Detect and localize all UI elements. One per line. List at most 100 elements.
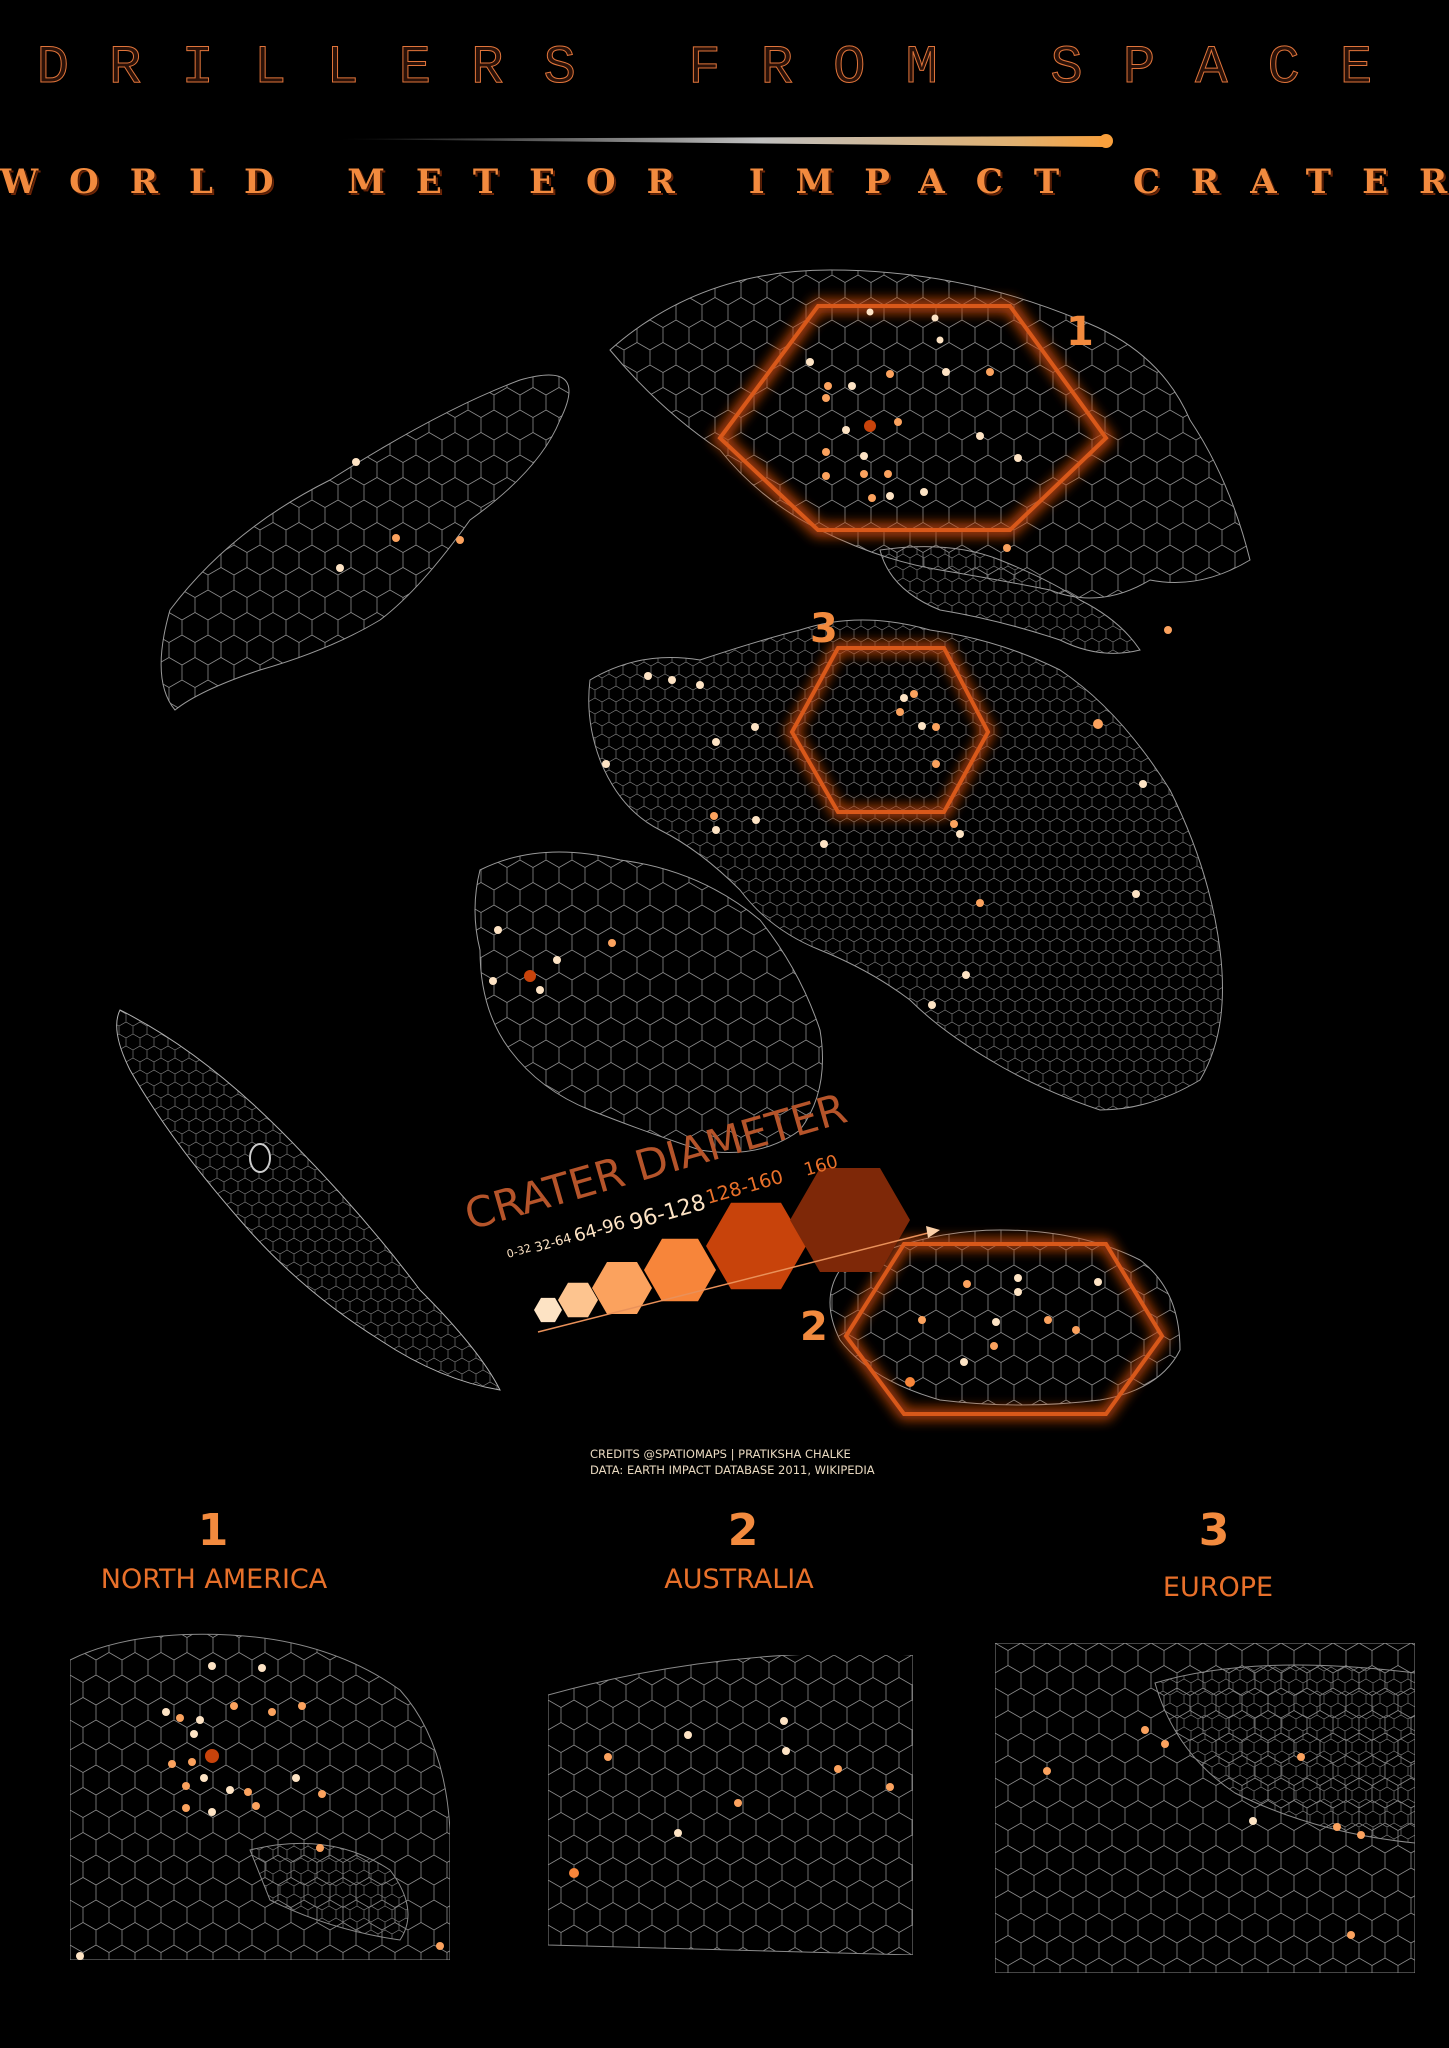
crater-point — [848, 382, 856, 390]
crater-point — [456, 536, 464, 544]
crater-point — [176, 1714, 184, 1722]
inset-map-australia[interactable] — [548, 1655, 913, 1955]
africa-landmass — [474, 851, 823, 1153]
greenland-landmass — [160, 374, 570, 711]
callout-north-america[interactable]: 1 — [710, 299, 1116, 537]
crater-point — [752, 816, 760, 824]
crater-point — [956, 830, 964, 838]
crater-point — [910, 690, 918, 698]
crater-point — [1014, 1288, 1022, 1296]
crater-point — [1003, 544, 1011, 552]
crater-point — [292, 1774, 300, 1782]
crater-point — [1141, 1726, 1149, 1734]
legend-label: 32-64 — [533, 1231, 573, 1256]
legend-label: 96-128 — [627, 1190, 709, 1236]
crater-point — [976, 899, 984, 907]
crater-point — [489, 977, 497, 985]
crater-point — [1072, 1326, 1080, 1334]
legend-label: 128-160 — [703, 1166, 785, 1209]
antarctica-landmass — [116, 1009, 501, 1391]
callout-europe[interactable]: 3 — [785, 606, 995, 818]
crater-point — [200, 1774, 208, 1782]
crater-point — [1093, 719, 1103, 729]
callout-label-1: 1 — [1066, 309, 1094, 355]
crater-point — [860, 452, 868, 460]
crater-point — [976, 432, 984, 440]
crater-point — [298, 1702, 306, 1710]
crater-point — [868, 494, 876, 502]
map-subtitle: WORLD METEOR IMPACT CRATERS — [0, 162, 1449, 202]
crater-point — [928, 1001, 936, 1009]
crater-point — [674, 1829, 682, 1837]
crater-point — [860, 470, 868, 478]
crater-point — [1043, 1767, 1051, 1775]
crater-point — [536, 986, 544, 994]
crater-point — [244, 1788, 252, 1796]
crater-point — [1297, 1753, 1305, 1761]
crater-point — [932, 760, 940, 768]
crater-point — [1249, 1817, 1257, 1825]
inset-map-europe[interactable] — [995, 1643, 1415, 1973]
crater-point — [190, 1730, 198, 1738]
crater-point — [1333, 1823, 1341, 1831]
inset-map-north-america[interactable] — [70, 1630, 450, 1960]
crater-point — [1014, 1274, 1022, 1282]
crater-point — [822, 394, 830, 402]
map-title: DRILLERS FROM SPACE — [36, 38, 1413, 100]
crater-point — [824, 382, 832, 390]
crater-point — [734, 1799, 742, 1807]
crater-point — [602, 760, 610, 768]
data-source-line: DATA: EARTH IMPACT DATABASE 2011, WIKIPE… — [590, 1463, 875, 1477]
region-number-3: 3 — [1198, 1505, 1230, 1556]
crater-point — [712, 738, 720, 746]
crater-point — [962, 971, 970, 979]
crater-point — [842, 426, 850, 434]
crater-point — [569, 1868, 579, 1878]
crater-point — [782, 1747, 790, 1755]
crater-point — [258, 1664, 266, 1672]
legend-swatch — [644, 1238, 716, 1302]
crater-point — [684, 1731, 692, 1739]
crater-point — [886, 370, 894, 378]
region-number-1: 1 — [197, 1505, 229, 1556]
crater-point — [268, 1708, 276, 1716]
crater-point — [604, 1753, 612, 1761]
crater-point — [960, 1358, 968, 1366]
legend-label: 0-32 — [505, 1242, 533, 1261]
central-america-landmass — [879, 546, 1141, 654]
crater-point — [932, 723, 940, 731]
crater-point — [316, 1844, 324, 1852]
crater-point — [182, 1804, 190, 1812]
legend-pointer-line — [537, 1232, 929, 1333]
title-meteor-streak — [330, 134, 1113, 148]
crater-point — [494, 926, 502, 934]
crater-point — [886, 1783, 894, 1791]
crater-point — [950, 820, 958, 828]
region-number-2: 2 — [727, 1505, 759, 1556]
crater-point — [352, 458, 360, 466]
legend-swatch — [592, 1262, 652, 1314]
crater-point — [168, 1760, 176, 1768]
crater-point — [942, 368, 950, 376]
crater-point — [644, 672, 652, 680]
legend-swatch — [706, 1202, 806, 1290]
legend-swatch — [790, 1168, 910, 1272]
crater-point — [822, 472, 830, 480]
callout-australia[interactable]: 2 — [800, 1238, 1170, 1420]
crater-point — [1161, 1740, 1169, 1748]
crater-point — [936, 336, 944, 344]
crater-point — [931, 314, 939, 322]
crater-point — [226, 1786, 234, 1794]
crater-point — [1132, 890, 1140, 898]
crater-point — [162, 1708, 170, 1716]
crater-point — [963, 1280, 971, 1288]
eurasia-landmass — [588, 619, 1223, 1111]
region-name-1: NORTH AMERICA — [100, 1564, 328, 1595]
crater-point — [1014, 454, 1022, 462]
legend-label: 64-96 — [572, 1212, 628, 1247]
crater-point — [780, 1717, 788, 1725]
crater-point — [318, 1790, 326, 1798]
crater-point — [76, 1952, 84, 1960]
crater-point — [208, 1808, 216, 1816]
